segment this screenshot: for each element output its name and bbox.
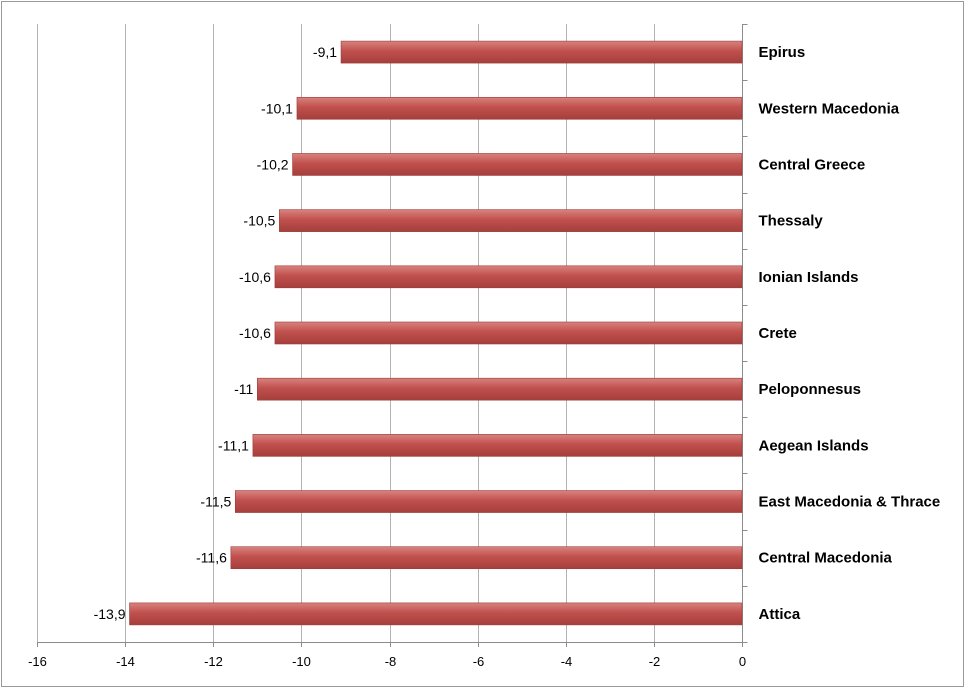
data-label: -11,5 [200, 494, 231, 510]
bar [234, 490, 743, 513]
x-tick-label: -10 [292, 654, 311, 669]
data-label: -11,1 [218, 437, 249, 453]
category-label: East Macedonia & Thrace [759, 494, 941, 511]
bar [252, 434, 743, 457]
category-label: Thessaly [759, 213, 824, 230]
category-label: Central Macedonia [759, 550, 893, 567]
data-label: -11,6 [196, 550, 227, 566]
data-label: -10,6 [239, 325, 271, 341]
bar [257, 377, 743, 401]
data-label: -10,1 [261, 100, 293, 116]
x-tick-label: -6 [473, 654, 485, 669]
data-label: -11 [234, 381, 253, 397]
bar [274, 321, 743, 345]
x-tick-label: -16 [28, 654, 47, 669]
bar [340, 40, 743, 64]
bar [292, 153, 743, 176]
data-label: -10,2 [257, 156, 289, 172]
category-label: Western Macedonia [759, 100, 900, 117]
bar [274, 265, 743, 289]
x-tick-label: -2 [649, 654, 661, 669]
category-label: Central Greece [759, 156, 866, 173]
data-label: -9,1 [313, 44, 337, 60]
data-label: -10,6 [239, 269, 271, 285]
x-tick-label: -14 [116, 654, 135, 669]
category-label: Aegean Islands [759, 437, 869, 454]
bar [230, 546, 743, 570]
bars [129, 40, 743, 626]
x-tick-label: 0 [739, 654, 746, 669]
bar [279, 209, 743, 232]
category-label: Attica [759, 606, 801, 623]
data-label: -10,5 [243, 213, 275, 229]
category-label: Crete [759, 325, 797, 342]
category-label: Epirus [759, 44, 806, 61]
x-tick-label: -8 [385, 654, 397, 669]
bar [296, 96, 743, 120]
x-tick-label: -4 [561, 654, 573, 669]
category-label: Peloponnesus [759, 381, 862, 398]
bar [129, 602, 743, 626]
category-label: Ionian Islands [759, 269, 859, 286]
data-label: -13,9 [94, 606, 126, 622]
labels: -16 -14 -12 -10 -8 -6 -4 -2 0 -9,1 Epirus -10,1 West… [28, 44, 940, 669]
x-tick-label: -12 [204, 654, 223, 669]
